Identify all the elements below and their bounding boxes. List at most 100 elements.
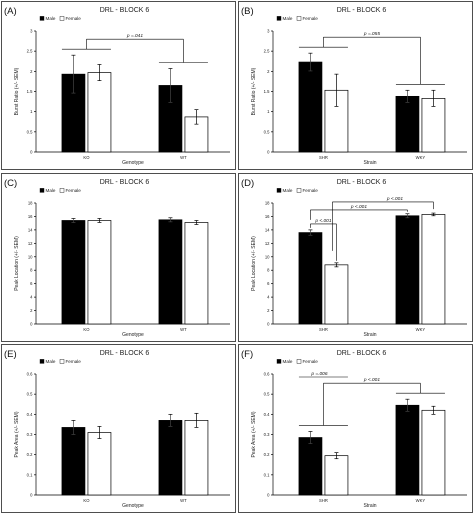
panel-label: (B) xyxy=(241,6,254,17)
x-category-label: WKY xyxy=(416,498,426,503)
bar-female xyxy=(87,432,112,496)
bar-male xyxy=(61,427,86,496)
chart-title: DRL - BLOCK 6 xyxy=(100,7,150,14)
y-tick-label: 0.5 xyxy=(27,392,33,397)
y-tick-label: 0.5 xyxy=(27,129,33,134)
legend-label-female: Female xyxy=(303,359,319,364)
y-tick-label: 0.3 xyxy=(27,432,33,437)
legend-swatch-female xyxy=(296,188,302,193)
y-tick-label: 6 xyxy=(30,281,33,286)
legend-label-male: Male xyxy=(283,16,293,21)
y-tick-label: 0 xyxy=(30,150,33,155)
significance-label: p =.041 xyxy=(126,33,143,39)
legend-label-male: Male xyxy=(283,188,293,193)
x-axis-title: Genotype xyxy=(122,503,144,509)
bar-male xyxy=(298,232,323,325)
y-tick-label: 0.5 xyxy=(264,129,270,134)
bar-male xyxy=(158,420,183,496)
y-tick-label: 2 xyxy=(267,69,270,74)
bar-male xyxy=(158,219,183,325)
legend-swatch-male xyxy=(39,359,45,364)
y-tick-label: 3 xyxy=(267,29,270,34)
y-tick-label: 4 xyxy=(267,295,270,300)
legend-label-male: Male xyxy=(46,188,56,193)
legend-swatch-male xyxy=(276,16,282,21)
y-tick-label: 0.2 xyxy=(264,452,270,457)
x-category-label: KO xyxy=(83,155,90,160)
bar-female xyxy=(184,222,209,325)
chart-title: DRL - BLOCK 6 xyxy=(337,7,387,14)
bar-female xyxy=(421,409,446,496)
chart-title: DRL - BLOCK 6 xyxy=(100,350,150,357)
panel-frame xyxy=(1,344,236,513)
chart-panel-5: (E) DRL - BLOCK 6 Male Female 0 0.1 0.2 0.3 0.4 0… xyxy=(1,344,236,513)
panel-frame xyxy=(238,344,473,513)
x-category-label: WKY xyxy=(416,327,426,332)
bar-male xyxy=(395,215,420,325)
x-category-label: SHR xyxy=(319,327,328,332)
y-tick-label: 0.6 xyxy=(264,372,270,377)
y-axis-title: Peak Area (+/- SEM) xyxy=(251,411,257,457)
y-axis-title: Burst Ratio (+/- SEM) xyxy=(251,67,257,115)
y-tick-label: 12 xyxy=(265,241,270,246)
y-axis-title: Peak Location (+/- SEM) xyxy=(14,236,20,291)
bar-female xyxy=(324,264,349,325)
y-tick-label: 0 xyxy=(267,322,270,327)
bar-male xyxy=(61,220,86,325)
y-tick-label: 0.6 xyxy=(27,372,33,377)
y-tick-label: 18 xyxy=(28,201,33,206)
chart-panel-3: (C) DRL - BLOCK 6 Male Female 0 2 4 6 8 10 12 14 16 1… xyxy=(1,173,236,342)
bar-female xyxy=(421,214,446,325)
legend-label-male: Male xyxy=(283,359,293,364)
y-tick-label: 10 xyxy=(265,254,270,259)
chart-panel-4: (D) DRL - BLOCK 6 Male Female 0 2 4 6 8 10 12 14 16 1… xyxy=(238,173,473,342)
chart-panel-6: (F) DRL - BLOCK 6 Male Female 0 0.1 0.2 0.3 0.4 0… xyxy=(238,344,473,513)
x-category-label: WT xyxy=(180,498,187,503)
x-category-label: SHR xyxy=(319,498,328,503)
significance-label: p <.001 xyxy=(386,196,403,202)
panel-label: (C) xyxy=(4,178,17,189)
x-axis-title: Strain xyxy=(363,332,376,338)
y-tick-label: 18 xyxy=(265,201,270,206)
panel-label: (A) xyxy=(4,6,17,17)
x-category-label: SHR xyxy=(319,155,328,160)
bar-male xyxy=(395,404,420,496)
legend-label-male: Male xyxy=(46,359,56,364)
panel-label: (F) xyxy=(241,349,253,360)
y-tick-label: 3 xyxy=(30,29,33,34)
significance-label: p <.001 xyxy=(314,218,331,224)
chart-title: DRL - BLOCK 6 xyxy=(337,350,387,357)
panel-label: (D) xyxy=(241,178,254,189)
y-tick-label: 0 xyxy=(267,150,270,155)
y-tick-label: 0.5 xyxy=(264,392,270,397)
y-tick-label: 8 xyxy=(30,268,33,273)
y-tick-label: 12 xyxy=(28,241,33,246)
legend-swatch-male xyxy=(39,188,45,193)
legend-swatch-male xyxy=(39,16,45,21)
chart-panel-2: (B) DRL - BLOCK 6 Male Female 0 0.5 1 1.5 2 2.5 3 B… xyxy=(238,1,473,170)
y-tick-label: 0 xyxy=(267,493,270,498)
y-tick-label: 2.5 xyxy=(264,49,270,54)
significance-label: p <.001 xyxy=(363,377,380,383)
y-tick-label: 0.3 xyxy=(264,432,270,437)
y-tick-label: 2 xyxy=(30,69,33,74)
y-axis-title: Peak Area (+/- SEM) xyxy=(14,411,20,457)
y-tick-label: 8 xyxy=(267,268,270,273)
chart-panel-1: (A) DRL - BLOCK 6 Male Female 0 0.5 1 1.5 2 2.5 3 B… xyxy=(1,1,236,170)
y-tick-label: 2.5 xyxy=(27,49,33,54)
legend-swatch-female xyxy=(296,16,302,21)
legend-label-female: Female xyxy=(66,359,82,364)
x-category-label: KO xyxy=(83,327,90,332)
x-axis-title: Genotype xyxy=(122,160,144,166)
bar-female xyxy=(184,420,209,496)
significance-label: p <.001 xyxy=(350,204,367,210)
panel-frame xyxy=(1,1,236,170)
x-category-label: WT xyxy=(180,327,187,332)
y-axis-title: Burst Ratio (+/- SEM) xyxy=(14,67,20,115)
y-tick-label: 4 xyxy=(30,295,33,300)
y-tick-label: 10 xyxy=(28,254,33,259)
y-tick-label: 0 xyxy=(30,322,33,327)
chart-title: DRL - BLOCK 6 xyxy=(100,179,150,186)
y-tick-label: 14 xyxy=(28,227,33,232)
y-tick-label: 0.1 xyxy=(264,472,270,477)
